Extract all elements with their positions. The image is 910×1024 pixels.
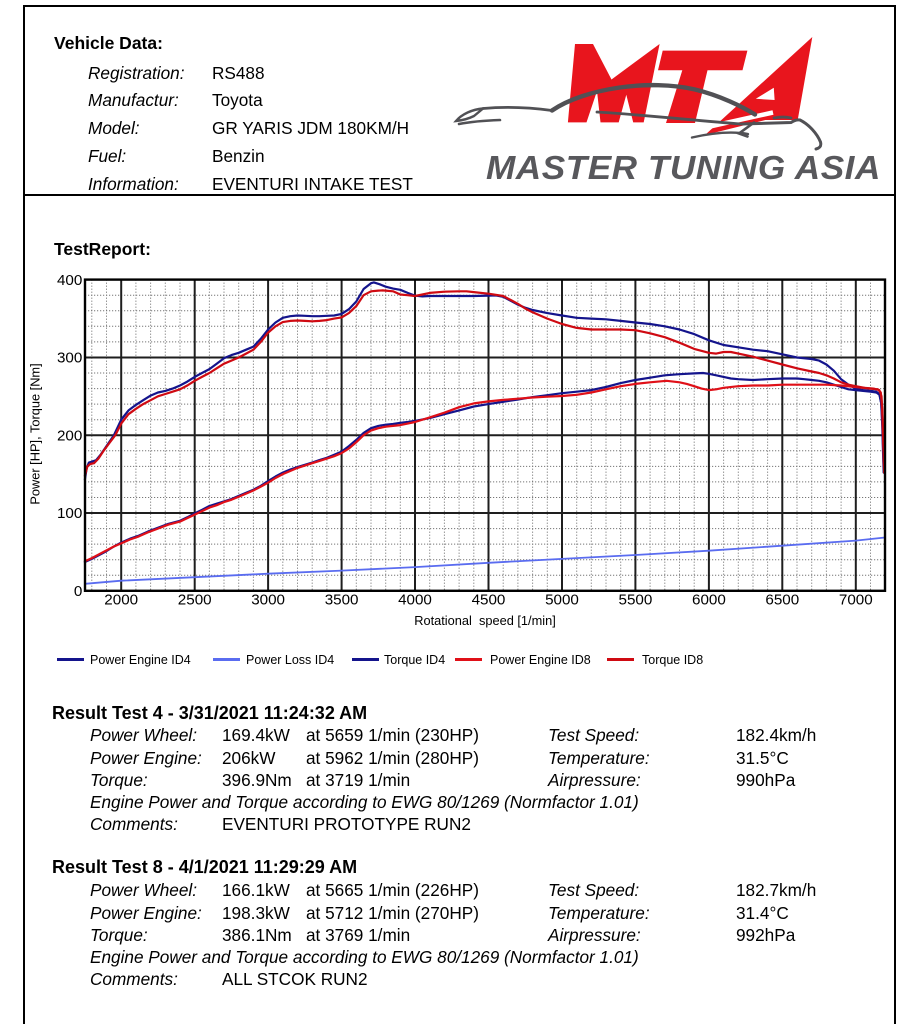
svg-text:2500: 2500 xyxy=(178,592,212,609)
svg-text:Rotational speed [1/min]: Rotational speed [1/min] xyxy=(414,613,556,628)
svg-text:7000: 7000 xyxy=(839,592,873,609)
svg-text:100: 100 xyxy=(57,505,82,522)
svg-text:2000: 2000 xyxy=(104,592,138,609)
svg-text:6500: 6500 xyxy=(765,592,799,609)
svg-text:4000: 4000 xyxy=(398,592,432,609)
svg-text:4500: 4500 xyxy=(472,592,506,609)
svg-text:3000: 3000 xyxy=(251,592,285,609)
svg-text:400: 400 xyxy=(57,272,82,289)
svg-text:3500: 3500 xyxy=(325,592,359,609)
svg-text:5000: 5000 xyxy=(545,592,579,609)
svg-text:5500: 5500 xyxy=(619,592,653,609)
svg-text:200: 200 xyxy=(57,427,82,444)
svg-text:6000: 6000 xyxy=(692,592,726,609)
svg-text:Power [HP], Torque [Nm]: Power [HP], Torque [Nm] xyxy=(28,363,43,504)
svg-text:300: 300 xyxy=(57,350,82,367)
svg-text:0: 0 xyxy=(74,583,82,600)
